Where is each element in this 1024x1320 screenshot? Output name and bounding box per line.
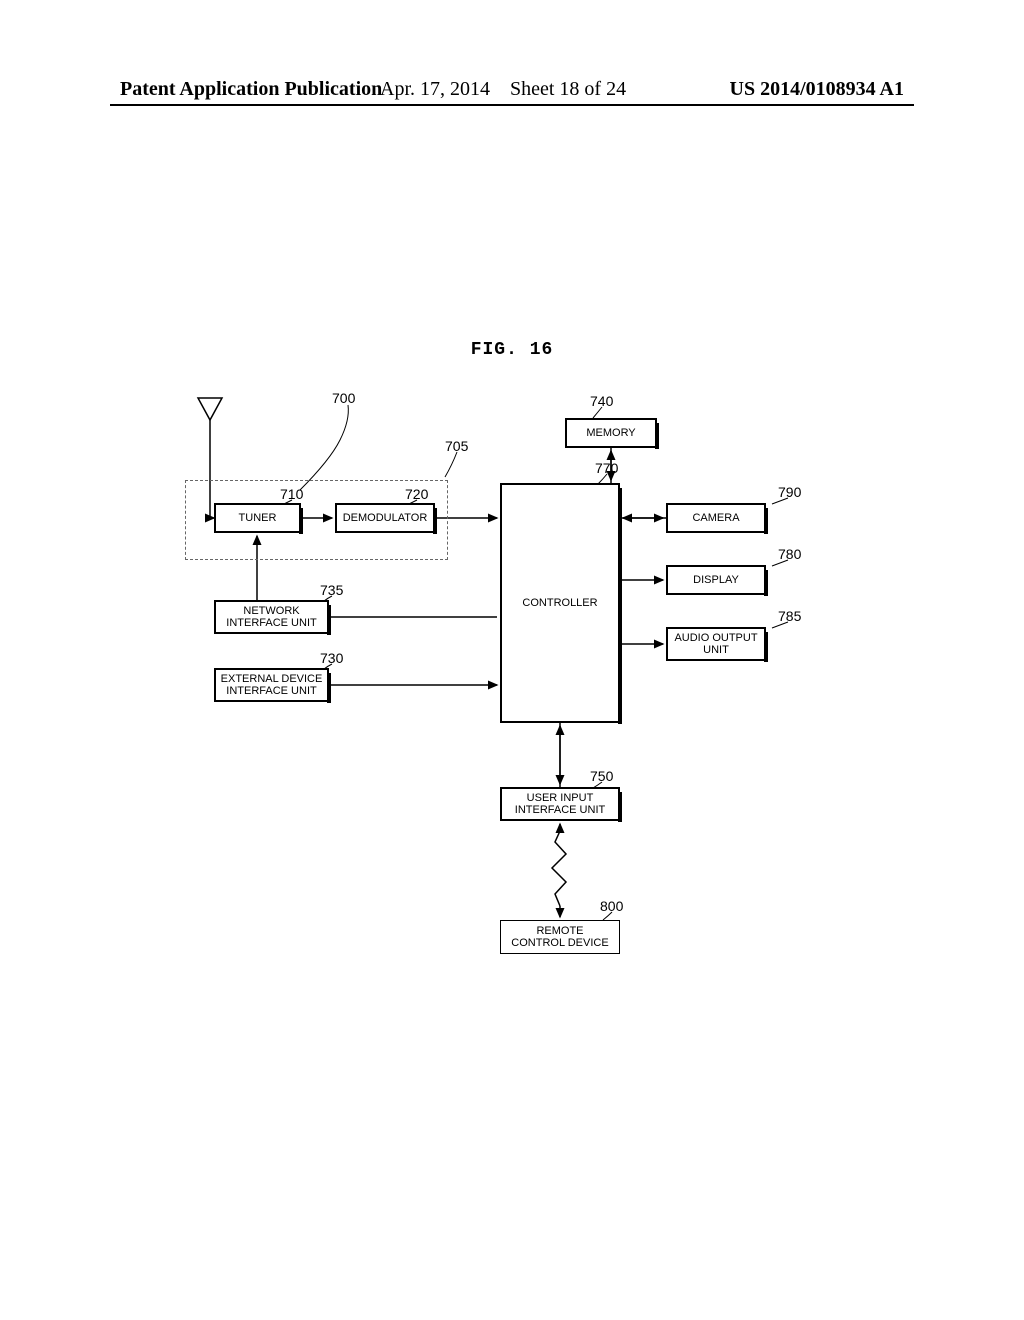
camera-block: CAMERA [666, 503, 766, 533]
camera-label: CAMERA [692, 512, 739, 524]
audio-label: AUDIO OUTPUT UNIT [674, 632, 757, 656]
userinput-label: USER INPUT INTERFACE UNIT [515, 792, 605, 816]
demod-label: DEMODULATOR [343, 512, 428, 524]
ref-750: 750 [590, 768, 613, 784]
ref-700: 700 [332, 390, 355, 406]
user-input-interface-block: USER INPUT INTERFACE UNIT [500, 787, 620, 821]
header-rule [110, 104, 914, 106]
external-device-interface-block: EXTERNAL DEVICE INTERFACE UNIT [214, 668, 329, 702]
demodulator-block: DEMODULATOR [335, 503, 435, 533]
display-label: DISPLAY [693, 574, 739, 586]
audio-output-block: AUDIO OUTPUT UNIT [666, 627, 766, 661]
remote-label: REMOTE CONTROL DEVICE [511, 925, 608, 949]
header-date: Apr. 17, 2014 [380, 78, 490, 100]
ref-770: 770 [595, 460, 618, 476]
header-sheet: Sheet 18 of 24 [510, 78, 626, 100]
memory-block: MEMORY [565, 418, 657, 448]
display-block: DISPLAY [666, 565, 766, 595]
memory-label: MEMORY [586, 427, 635, 439]
header-pubno: US 2014/0108934 A1 [730, 78, 904, 101]
ref-710: 710 [280, 486, 303, 502]
controller-label: CONTROLLER [522, 597, 597, 609]
tuner-label: TUNER [239, 512, 277, 524]
tuner-block: TUNER [214, 503, 301, 533]
block-diagram: TUNER DEMODULATOR NETWORK INTERFACE UNIT… [180, 390, 860, 980]
ref-735: 735 [320, 582, 343, 598]
ref-785: 785 [778, 608, 801, 624]
ref-780: 780 [778, 546, 801, 562]
header-center: Apr. 17, 2014 Sheet 18 of 24 [380, 78, 626, 101]
network-interface-block: NETWORK INTERFACE UNIT [214, 600, 329, 634]
ref-790: 790 [778, 484, 801, 500]
net-label: NETWORK INTERFACE UNIT [226, 605, 316, 629]
header-left: Patent Application Publication [120, 78, 382, 100]
controller-block: CONTROLLER [500, 483, 620, 723]
ref-705: 705 [445, 438, 468, 454]
ref-800: 800 [600, 898, 623, 914]
ext-label: EXTERNAL DEVICE INTERFACE UNIT [221, 673, 323, 697]
figure-title: FIG. 16 [0, 340, 1024, 360]
ref-730: 730 [320, 650, 343, 666]
remote-control-block: REMOTE CONTROL DEVICE [500, 920, 620, 954]
ref-720: 720 [405, 486, 428, 502]
ref-740: 740 [590, 393, 613, 409]
